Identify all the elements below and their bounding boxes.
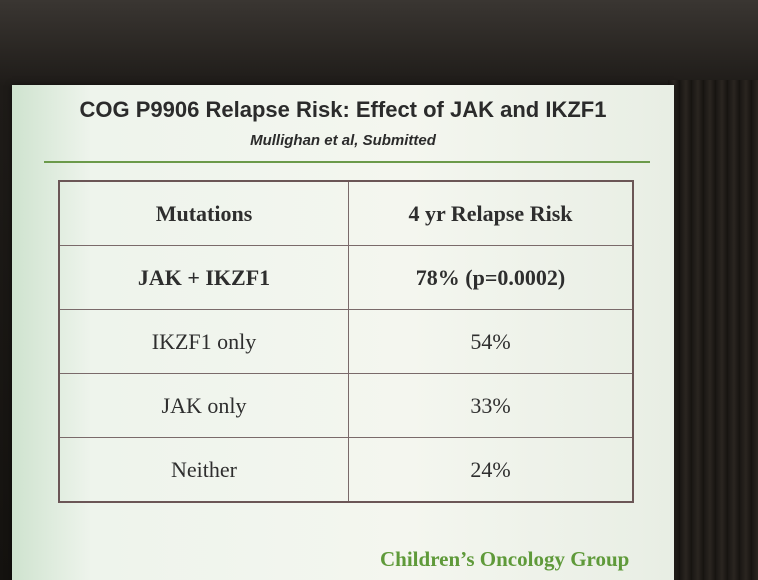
cell: 78% (p=0.0002) bbox=[348, 245, 634, 310]
cell: JAK only bbox=[58, 373, 349, 438]
row: JAK only 33% bbox=[58, 373, 634, 438]
header-cell: Mutations bbox=[58, 180, 349, 246]
row: IKZF1 only 54% bbox=[58, 309, 634, 374]
row: Neither 24% bbox=[58, 437, 634, 503]
divider bbox=[44, 161, 650, 163]
cell: 24% bbox=[348, 437, 634, 503]
footer-logo-text: Children’s Oncology Group bbox=[380, 547, 630, 571]
cell: IKZF1 only bbox=[58, 309, 349, 374]
row: JAK + IKZF1 78% (p=0.0002) bbox=[58, 245, 634, 310]
cell: 54% bbox=[348, 309, 634, 374]
cell: JAK + IKZF1 bbox=[58, 245, 349, 310]
cell: 33% bbox=[348, 373, 634, 438]
slide-title: COG P9906 Relapse Risk: Effect of JAK an… bbox=[79, 97, 607, 122]
table: Mutations 4 yr Relapse Risk JAK + IKZF1 … bbox=[58, 180, 634, 503]
slide: COG P9906 Relapse Risk: Effect of JAK an… bbox=[12, 85, 674, 580]
header-cell: 4 yr Relapse Risk bbox=[348, 180, 634, 246]
slide-subtitle: Mullighan et al, Submitted bbox=[250, 132, 436, 149]
header-row: Mutations 4 yr Relapse Risk bbox=[58, 180, 634, 246]
curtain bbox=[668, 80, 758, 580]
cell: Neither bbox=[58, 437, 349, 503]
